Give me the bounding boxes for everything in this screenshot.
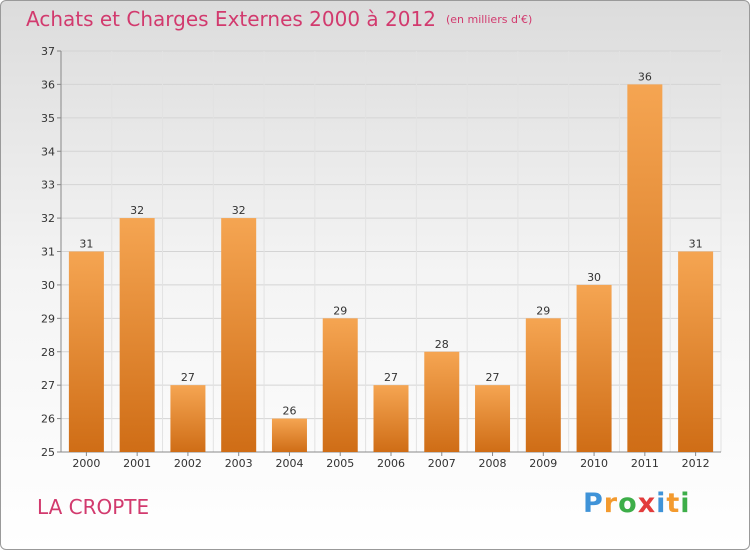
bar-value-label: 32 [232,204,246,217]
x-tick-label: 2007 [428,457,456,470]
bar-value-label: 27 [384,371,398,384]
bar-value-label: 31 [689,238,703,251]
y-tick-label: 36 [41,78,55,91]
y-tick-label: 32 [41,212,55,225]
bar [576,284,612,452]
bar-value-label: 27 [181,371,195,384]
chart-title: Achats et Charges Externes 2000 à 2012 (e… [26,7,532,31]
bar [68,251,104,452]
bar [170,385,206,452]
bar [271,418,307,452]
x-tick-label: 2005 [326,457,354,470]
bar [627,84,663,453]
bar [221,218,257,452]
y-tick-label: 33 [41,179,55,192]
bar [525,318,561,452]
bar [424,351,460,452]
bar-value-label: 27 [486,371,500,384]
y-tick-label: 26 [41,413,55,426]
y-tick-label: 34 [41,145,55,158]
bar [322,318,358,452]
bar-value-label: 32 [130,204,144,217]
bar [475,385,511,452]
bar-value-label: 36 [638,70,652,83]
x-tick-label: 2004 [275,457,303,470]
logo-letter: P [583,488,604,519]
bar-value-label: 31 [79,238,93,251]
chart-subtitle: (en milliers d'€) [445,13,533,26]
logo-letter: t [666,488,681,519]
bar-value-label: 28 [435,338,449,351]
bar [119,218,155,452]
y-tick-label: 31 [41,246,55,259]
bar [678,251,714,452]
x-tick-label: 2009 [529,457,557,470]
y-tick-label: 25 [41,446,55,459]
logo-letter: o [618,488,638,519]
x-tick-label: 2012 [682,457,710,470]
y-tick-label: 35 [41,112,55,125]
bars [68,84,714,453]
x-tick-label: 2006 [377,457,405,470]
y-tick-label: 27 [41,379,55,392]
chart-title-text: Achats et Charges Externes 2000 à 2012 [26,7,436,31]
bar-value-label: 29 [333,304,347,317]
y-tick-label: 28 [41,346,55,359]
proxiti-logo[interactable]: Proxiti [583,488,691,519]
x-tick-label: 2002 [174,457,202,470]
city-name: LA CROPTE [37,495,150,519]
x-tick-label: 2008 [479,457,507,470]
logo-letter: i [656,488,667,519]
bar [373,385,409,452]
bar-value-label: 29 [536,304,550,317]
logo-letter: i [680,488,691,519]
x-tick-label: 2011 [631,457,659,470]
x-tick-label: 2010 [580,457,608,470]
y-tick-label: 30 [41,279,55,292]
logo-letter: x [637,488,657,519]
x-tick-label: 2001 [123,457,151,470]
x-tick-label: 2003 [225,457,253,470]
logo-letter: r [603,488,619,519]
y-tick-label: 29 [41,312,55,325]
bar-value-label: 26 [282,405,296,418]
x-tick-label: 2000 [72,457,100,470]
y-tick-label: 37 [41,45,55,58]
labels: 25 26 27 28 29 30 31 32 33 34 35 36 37 31 2000 32 2001 27… [41,45,710,470]
bar-value-label: 30 [587,271,601,284]
